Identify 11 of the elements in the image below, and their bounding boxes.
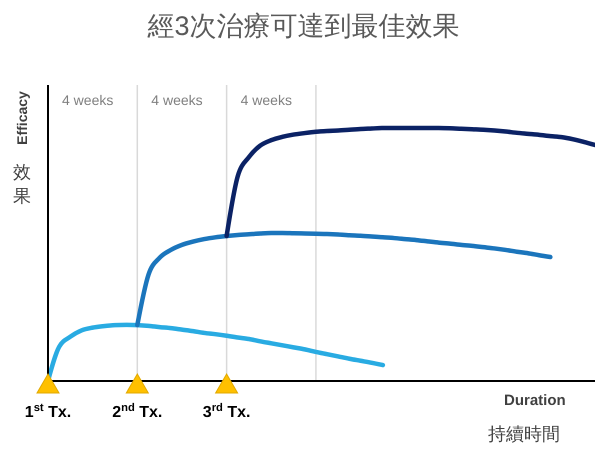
text: 持續時間 [488, 423, 560, 446]
x-tick-label: 3$^{rd}$ Tx. [202, 402, 250, 421]
y-axis-title: Efficacy [14, 91, 30, 145]
text: 4 weeks [240, 92, 292, 108]
x-tick-label: 2$^{nd}$ Tx. [112, 402, 162, 421]
text: 效果 [12, 161, 32, 208]
x-tick-label: 1$^{st}$ Tx. [24, 402, 72, 421]
x-axis-title: Duration [504, 392, 566, 409]
text: 4 weeks [62, 92, 114, 108]
text: 4 weeks [151, 92, 203, 108]
chart-title: 經3次治療可達到最佳效果 [146, 10, 461, 43]
